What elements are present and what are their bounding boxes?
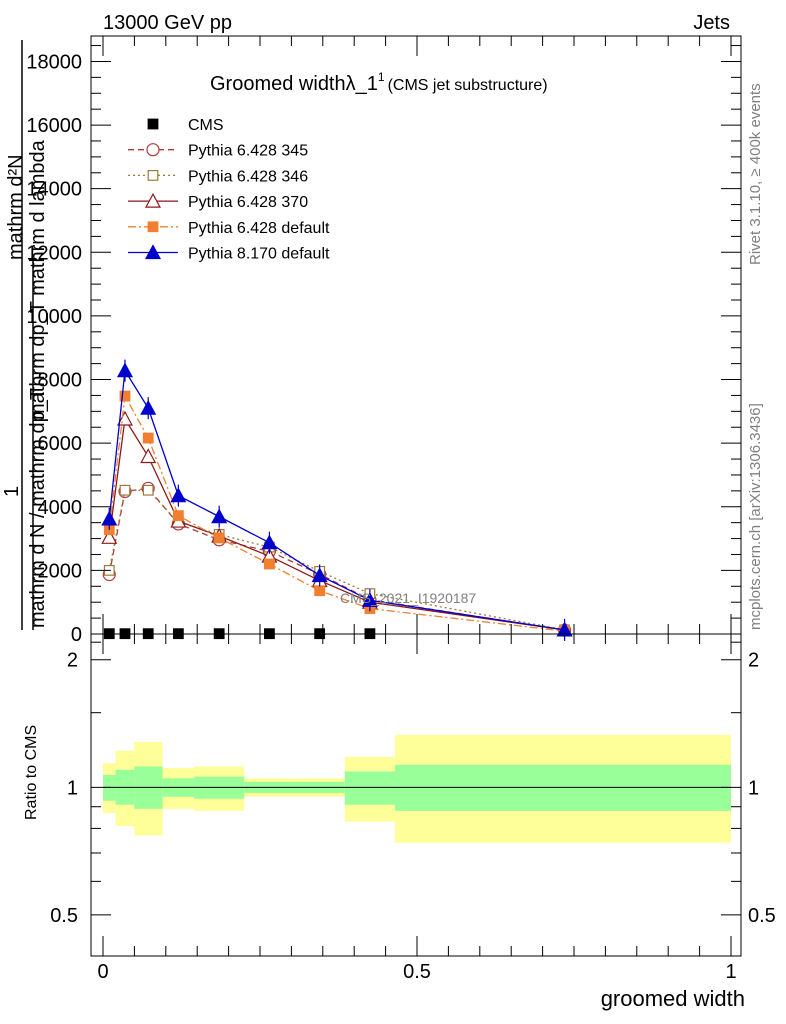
legend-item: Pythia 6.428 346 bbox=[128, 168, 308, 185]
series-2 bbox=[103, 484, 570, 636]
series-3 bbox=[101, 410, 573, 637]
data-point bbox=[142, 484, 154, 496]
ratio-ytick-label-right: 0.5 bbox=[748, 905, 776, 927]
legend-item: Pythia 8.170 default bbox=[128, 244, 330, 263]
data-point bbox=[142, 432, 154, 444]
series-4 bbox=[103, 390, 570, 637]
data-point bbox=[361, 592, 378, 607]
legend-marker bbox=[144, 192, 162, 208]
legend-label: CMS bbox=[188, 117, 224, 134]
legend-item: Pythia 6.428 370 bbox=[128, 192, 308, 211]
data-point bbox=[213, 532, 225, 544]
ratio-ytick-label-right: 1 bbox=[748, 777, 759, 799]
series-1 bbox=[102, 481, 572, 637]
data-point bbox=[119, 484, 131, 496]
legend-marker bbox=[147, 118, 159, 130]
data-point bbox=[556, 621, 573, 637]
ratio-ytick-label: 0.5 bbox=[50, 905, 78, 927]
ratio-ytick-label: 2 bbox=[67, 650, 78, 672]
main-ytick-label: 16000 bbox=[26, 115, 82, 137]
main-ytick-label: 10000 bbox=[26, 306, 82, 328]
xtick-label: 1 bbox=[725, 961, 736, 983]
ylabel-denominator: mathrm d N / mathrm dp_T bbox=[27, 388, 49, 628]
ratio-plot: 0.5 0.5 1 1 2 2 0 0.5 1 Ratio to CMS groomed wid… bbox=[23, 633, 776, 1011]
chart-title-sup: 1 bbox=[378, 70, 385, 84]
series-5 bbox=[101, 359, 573, 641]
data-point bbox=[116, 362, 133, 378]
ratio-ytick-label-right: 2 bbox=[748, 650, 759, 672]
data-point bbox=[140, 448, 157, 464]
data-point bbox=[101, 529, 118, 544]
legend-label: Pythia 6.428 345 bbox=[188, 143, 308, 160]
ylabel-numerator-2: mathrm dp_T mathrm d lambda bbox=[27, 139, 49, 420]
legend-marker bbox=[146, 143, 160, 157]
series-line bbox=[108, 393, 565, 632]
rivet-label: Rivet 3.1.10, ≥ 400k events bbox=[747, 83, 764, 265]
energy-label: 13000 GeV pp bbox=[103, 12, 232, 34]
main-ytick-label: 6000 bbox=[38, 433, 83, 455]
legend-item: Pythia 6.428 default bbox=[128, 220, 330, 237]
data-point bbox=[314, 585, 326, 597]
ratio-ticks: 0.5 0.5 1 1 2 2 0 0.5 1 bbox=[50, 634, 776, 983]
ratio-band-inner bbox=[344, 771, 396, 805]
ratio-ytick-label: 1 bbox=[67, 777, 78, 799]
ratio-band-inner bbox=[395, 764, 731, 811]
main-ytick-label: 14000 bbox=[26, 179, 82, 201]
main-ticks: 0 2000 4000 6000 8000 10000 12000 14000 16000 180… bbox=[26, 36, 741, 646]
legend-marker bbox=[144, 244, 162, 260]
legend-label: Pythia 6.428 370 bbox=[188, 194, 308, 211]
ratio-frame bbox=[90, 633, 742, 957]
legend: CMS Pythia 6.428 345 Pythia 6.428 346 Pythi… bbox=[128, 117, 330, 263]
legend-item: Pythia 6.428 345 bbox=[128, 143, 308, 160]
analysis-annotation: CMS_2021_I1920187 bbox=[340, 590, 476, 606]
main-ylabel: mathrm d²N mathrm dp_T mathrm d lambda 1… bbox=[1, 40, 49, 630]
series-line bbox=[108, 487, 565, 631]
main-ytick-label: 18000 bbox=[26, 51, 82, 73]
legend-marker bbox=[147, 170, 159, 181]
chart-title: Groomed widthλ_11 (CMS jet substructure) bbox=[210, 70, 548, 95]
main-ytick-label: 2000 bbox=[38, 560, 83, 582]
legend-item: CMS bbox=[147, 117, 224, 134]
chart-subtitle: (CMS jet substructure) bbox=[388, 77, 548, 94]
main-ytick-label: 4000 bbox=[38, 497, 83, 519]
data-point bbox=[264, 558, 275, 570]
x-axis-label: groomed width bbox=[601, 986, 745, 1011]
data-point bbox=[211, 508, 228, 524]
xtick-label: 0 bbox=[97, 961, 108, 983]
main-ytick-label: 0 bbox=[71, 624, 82, 646]
main-ytick-label: 12000 bbox=[26, 242, 82, 264]
chart-title-text: Groomed widthλ_1 bbox=[210, 73, 378, 95]
data-point bbox=[172, 510, 184, 522]
data-point bbox=[140, 399, 157, 415]
legend-label: Pythia 6.428 default bbox=[188, 220, 330, 237]
main-ytick-label: 8000 bbox=[38, 370, 83, 392]
ratio-ylabel: Ratio to CMS bbox=[23, 725, 40, 820]
data-point bbox=[170, 487, 187, 503]
ratio-bands bbox=[103, 734, 731, 843]
legend-label: Pythia 8.170 default bbox=[188, 246, 330, 263]
legend-marker bbox=[147, 221, 159, 233]
data-point bbox=[311, 567, 328, 583]
legend-label: Pythia 6.428 346 bbox=[188, 168, 308, 185]
mcplots-label: mcplots.cern.ch [arXiv:1306.3436] bbox=[747, 403, 764, 630]
xtick-label: 0.5 bbox=[403, 961, 431, 983]
data-point bbox=[261, 534, 278, 550]
data-point bbox=[119, 390, 131, 402]
ylabel-one: 1 bbox=[1, 486, 23, 497]
data-point bbox=[101, 510, 118, 526]
ylabel-numerator: mathrm d²N bbox=[5, 154, 27, 260]
process-label: Jets bbox=[693, 12, 730, 34]
main-series-layer bbox=[101, 359, 573, 641]
main-plot: 0 2000 4000 6000 8000 10000 12000 14000 16000 180… bbox=[1, 35, 742, 646]
